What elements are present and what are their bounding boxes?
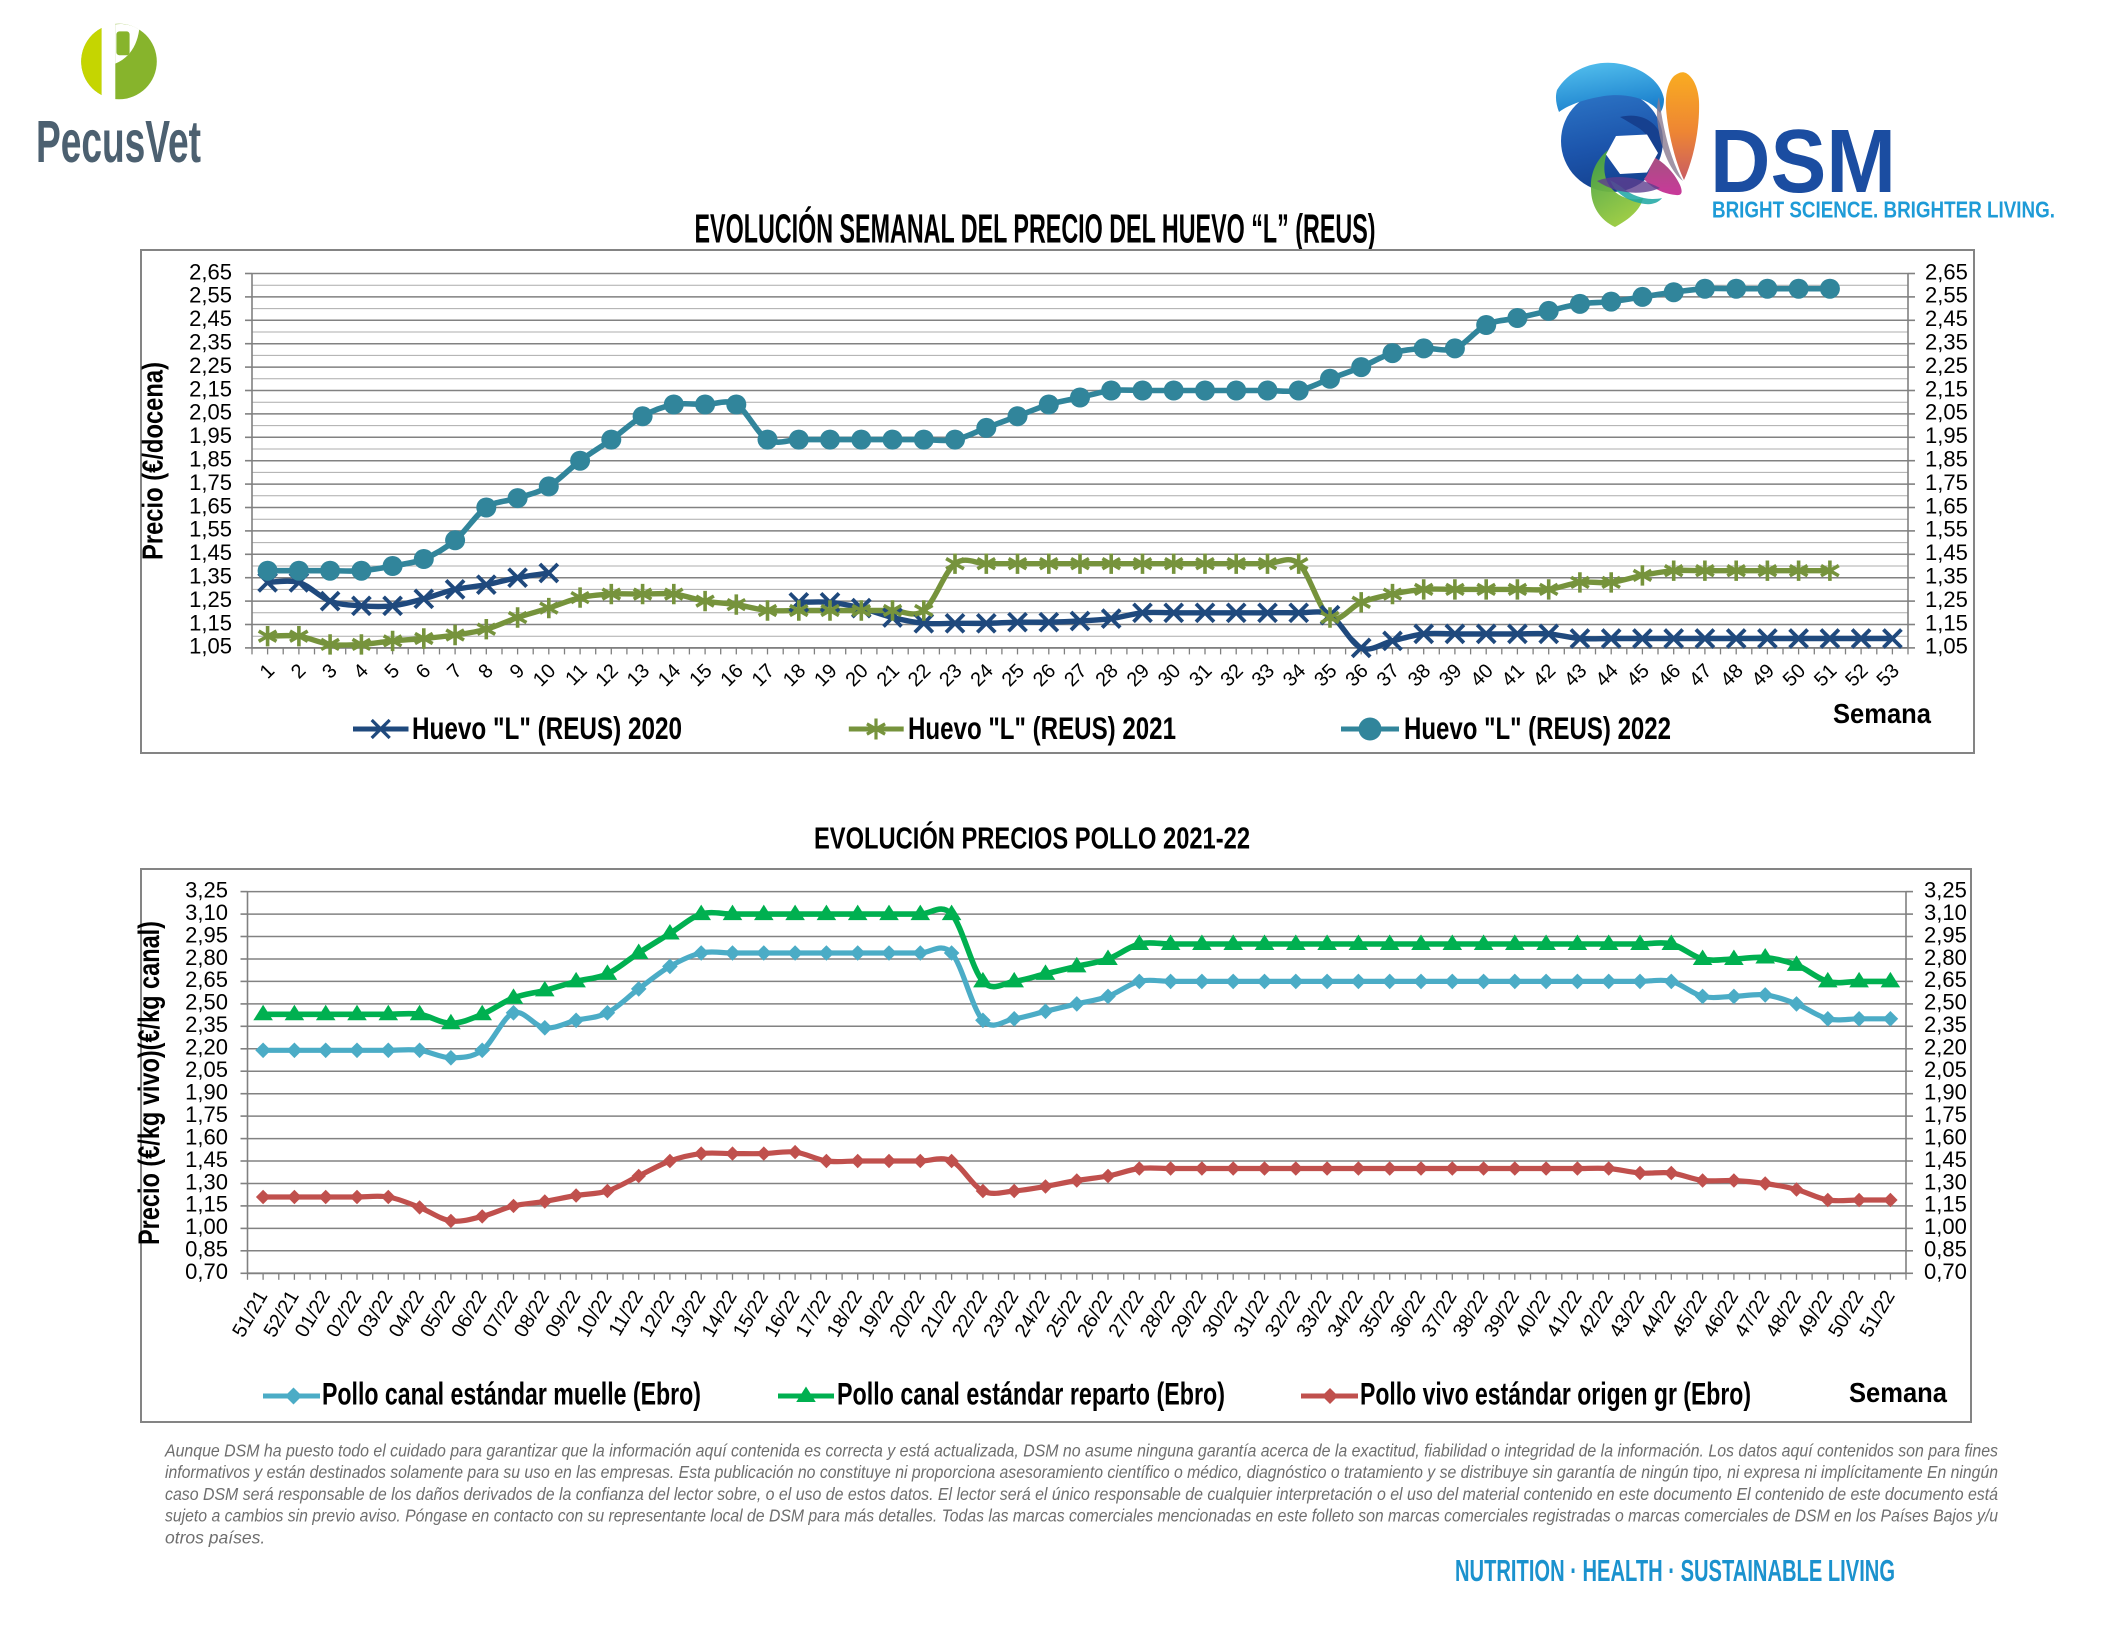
svg-text:Precio (€/docena): Precio (€/docena) (138, 362, 170, 560)
svg-text:1,90: 1,90 (1924, 1080, 1967, 1105)
svg-text:2,15: 2,15 (189, 376, 232, 401)
svg-text:2,05: 2,05 (189, 400, 232, 425)
svg-text:2,80: 2,80 (1924, 945, 1967, 970)
svg-text:1,30: 1,30 (1924, 1169, 1967, 1194)
svg-text:1,45: 1,45 (189, 540, 232, 565)
svg-text:1,05: 1,05 (1925, 634, 1968, 659)
svg-text:1,60: 1,60 (185, 1124, 228, 1149)
svg-text:1,00: 1,00 (1924, 1214, 1967, 1239)
svg-text:1,15: 1,15 (1925, 610, 1968, 635)
svg-text:1,25: 1,25 (1925, 587, 1968, 612)
svg-text:2,25: 2,25 (189, 353, 232, 378)
svg-text:Precio (€/kg vivo)(€/kg canal): Precio (€/kg vivo)(€/kg canal) (133, 921, 166, 1245)
svg-text:Pollo canal estándar reparto (: Pollo canal estándar reparto (Ebro) (837, 1376, 1225, 1412)
svg-text:Aunque DSM ha puesto todo el c: Aunque DSM ha puesto todo el cuidado par… (164, 1441, 1998, 1461)
svg-text:1,15: 1,15 (189, 610, 232, 635)
svg-text:3,10: 3,10 (1924, 900, 1967, 925)
svg-text:1,55: 1,55 (1925, 517, 1968, 542)
svg-text:1,75: 1,75 (1924, 1102, 1967, 1127)
svg-text:1,15: 1,15 (1924, 1192, 1967, 1217)
svg-text:2,45: 2,45 (1925, 306, 1968, 331)
svg-text:1,60: 1,60 (1924, 1124, 1967, 1149)
svg-text:2,35: 2,35 (185, 1012, 228, 1037)
svg-text:2,35: 2,35 (189, 330, 232, 355)
svg-text:1,15: 1,15 (185, 1192, 228, 1217)
svg-text:2,20: 2,20 (185, 1035, 228, 1060)
svg-text:0,70: 0,70 (1924, 1259, 1967, 1284)
svg-text:2,95: 2,95 (185, 922, 228, 947)
svg-text:2,55: 2,55 (1925, 283, 1968, 308)
svg-text:1,85: 1,85 (1925, 447, 1968, 472)
svg-text:1,30: 1,30 (185, 1169, 228, 1194)
svg-text:1,00: 1,00 (185, 1214, 228, 1239)
svg-text:2,35: 2,35 (1924, 1012, 1967, 1037)
svg-text:2,05: 2,05 (1925, 400, 1968, 425)
svg-text:BRIGHT SCIENCE. BRIGHTER LIVIN: BRIGHT SCIENCE. BRIGHTER LIVING. (1712, 197, 2055, 223)
svg-text:NUTRITION · HEALTH · SUSTAINAB: NUTRITION · HEALTH · SUSTAINABLE LIVING (1455, 1553, 1895, 1588)
svg-text:Huevo "L" (REUS) 2022: Huevo "L" (REUS) 2022 (1404, 710, 1671, 746)
svg-text:1,75: 1,75 (189, 470, 232, 495)
svg-text:1,45: 1,45 (1925, 540, 1968, 565)
svg-text:2,65: 2,65 (189, 259, 232, 284)
svg-text:2,05: 2,05 (1924, 1057, 1967, 1082)
svg-text:Huevo "L" (REUS) 2020: Huevo "L" (REUS) 2020 (412, 710, 682, 746)
svg-text:sujeto a cambios sin previo av: sujeto a cambios sin previo aviso. Pónga… (165, 1506, 1998, 1526)
svg-text:Semana: Semana (1833, 698, 1932, 729)
svg-text:1,25: 1,25 (189, 587, 232, 612)
svg-text:1,90: 1,90 (185, 1080, 228, 1105)
svg-text:Pollo vivo estándar origen gr: Pollo vivo estándar origen gr (Ebro) (1360, 1376, 1751, 1412)
svg-text:1,65: 1,65 (189, 493, 232, 518)
svg-text:1,35: 1,35 (189, 564, 232, 589)
svg-text:1,55: 1,55 (189, 517, 232, 542)
svg-text:2,05: 2,05 (185, 1057, 228, 1082)
svg-text:2,65: 2,65 (1924, 967, 1967, 992)
svg-text:1,45: 1,45 (185, 1147, 228, 1172)
svg-text:1,05: 1,05 (189, 634, 232, 659)
svg-text:2,25: 2,25 (1925, 353, 1968, 378)
svg-text:DSM: DSM (1710, 112, 1896, 212)
svg-text:1,45: 1,45 (1924, 1147, 1967, 1172)
svg-text:2,65: 2,65 (1925, 259, 1968, 284)
svg-text:1,35: 1,35 (1925, 564, 1968, 589)
svg-text:caso DSM será responsable de l: caso DSM será responsable de los daños d… (165, 1484, 1998, 1504)
svg-text:0,85: 0,85 (185, 1237, 228, 1262)
svg-text:2,45: 2,45 (189, 306, 232, 331)
svg-text:2,65: 2,65 (185, 967, 228, 992)
svg-text:EVOLUCIÓN SEMANAL DEL PRECIO D: EVOLUCIÓN SEMANAL DEL PRECIO DEL HUEVO “… (695, 206, 1376, 252)
svg-text:3,10: 3,10 (185, 900, 228, 925)
svg-text:2,55: 2,55 (189, 283, 232, 308)
svg-text:1,75: 1,75 (1925, 470, 1968, 495)
svg-text:2,95: 2,95 (1924, 922, 1967, 947)
svg-text:1,95: 1,95 (189, 423, 232, 448)
svg-text:0,70: 0,70 (185, 1259, 228, 1284)
svg-text:Semana: Semana (1849, 1377, 1948, 1408)
svg-text:informativos y están destinado: informativos y están destinados solament… (165, 1462, 1998, 1482)
svg-text:EVOLUCIÓN PRECIOS POLLO 2021-2: EVOLUCIÓN PRECIOS POLLO 2021-22 (814, 820, 1250, 856)
svg-text:0,85: 0,85 (1924, 1237, 1967, 1262)
svg-text:2,80: 2,80 (185, 945, 228, 970)
svg-text:2,50: 2,50 (185, 990, 228, 1015)
svg-text:3,25: 3,25 (1924, 877, 1967, 902)
svg-text:2,15: 2,15 (1925, 376, 1968, 401)
svg-text:1,75: 1,75 (185, 1102, 228, 1127)
svg-text:2,20: 2,20 (1924, 1035, 1967, 1060)
svg-text:2,35: 2,35 (1925, 330, 1968, 355)
svg-text:Huevo "L" (REUS) 2021: Huevo "L" (REUS) 2021 (908, 710, 1176, 746)
svg-text:1,65: 1,65 (1925, 493, 1968, 518)
svg-text:Pollo canal estándar muelle (E: Pollo canal estándar muelle (Ebro) (322, 1376, 701, 1412)
svg-text:1,85: 1,85 (189, 447, 232, 472)
svg-text:1,95: 1,95 (1925, 423, 1968, 448)
svg-text:otros países.: otros países. (165, 1527, 265, 1547)
svg-text:3,25: 3,25 (185, 877, 228, 902)
svg-text:2,50: 2,50 (1924, 990, 1967, 1015)
svg-text:PecusVet: PecusVet (36, 109, 201, 175)
